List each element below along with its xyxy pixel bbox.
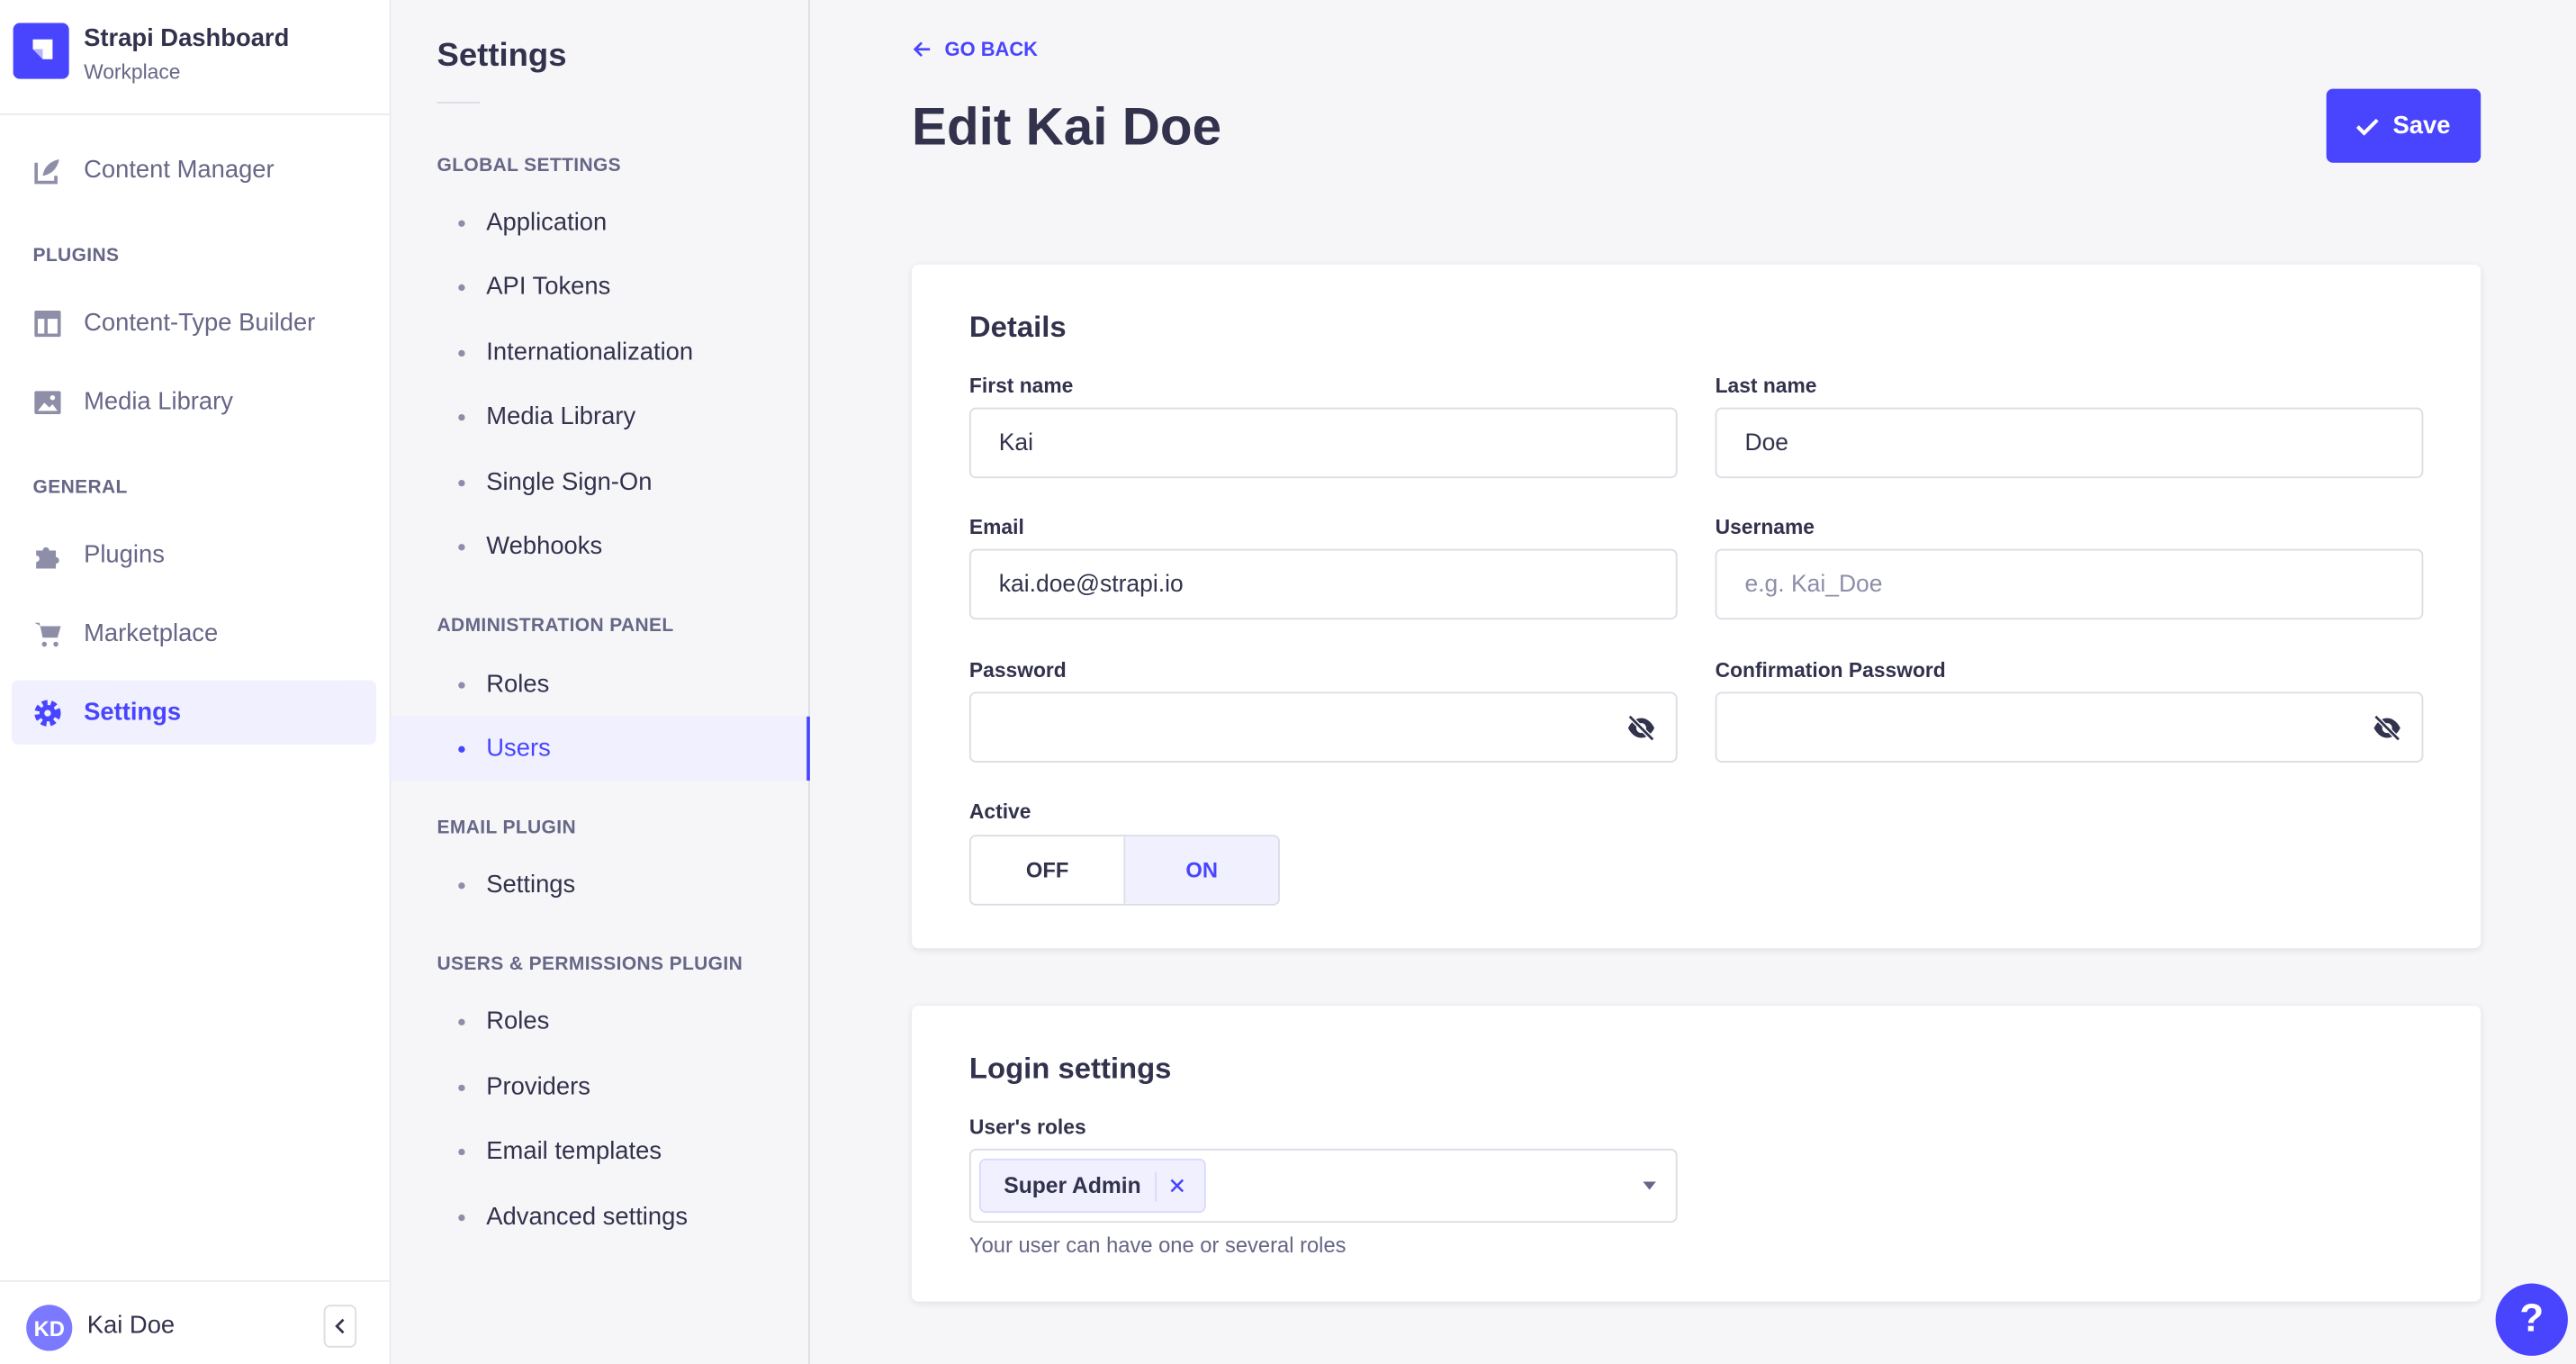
pen-icon bbox=[34, 158, 59, 184]
nav-settings[interactable]: Settings bbox=[11, 680, 376, 745]
nav-section-plugins: PLUGINS bbox=[32, 246, 120, 266]
settings-item-media-library[interactable]: Media Library bbox=[391, 384, 809, 448]
toggle-on[interactable]: ON bbox=[1125, 836, 1279, 904]
divider bbox=[437, 102, 480, 104]
divider bbox=[0, 113, 392, 115]
role-tag: Super Admin bbox=[978, 1158, 1205, 1214]
active-toggle[interactable]: OFF ON bbox=[968, 835, 1280, 906]
confirm-password-label: Confirmation Password bbox=[1715, 658, 1946, 682]
settings-item-up-roles[interactable]: Roles bbox=[391, 989, 809, 1053]
main-nav: Strapi Dashboard Workplace Content Manag… bbox=[0, 0, 392, 1364]
settings-item-providers[interactable]: Providers bbox=[391, 1055, 809, 1119]
roles-select[interactable]: Super Admin bbox=[968, 1148, 1678, 1224]
password-input[interactable] bbox=[968, 691, 1678, 763]
login-settings-title: Login settings bbox=[968, 1052, 1172, 1085]
nav-marketplace[interactable]: Marketplace bbox=[12, 601, 376, 665]
go-back-link[interactable]: GO BACK bbox=[912, 38, 1038, 61]
details-card: Details First name Kai Last name Doe Ema… bbox=[912, 264, 2481, 949]
nav-content-type-builder[interactable]: Content-Type Builder bbox=[12, 291, 376, 355]
username-label: Username bbox=[1715, 516, 1815, 539]
settings-item-webhooks[interactable]: Webhooks bbox=[391, 514, 809, 578]
layout-icon bbox=[34, 310, 61, 337]
toggle-off[interactable]: OFF bbox=[971, 836, 1126, 904]
user-name: Kai Doe bbox=[86, 1311, 176, 1340]
last-name-input[interactable]: Doe bbox=[1715, 407, 2424, 479]
last-name-label: Last name bbox=[1715, 375, 1817, 398]
app-subtitle: Workplace bbox=[84, 60, 181, 85]
divider bbox=[0, 1279, 392, 1282]
nav-section-general: GENERAL bbox=[32, 478, 128, 499]
settings-item-api-tokens[interactable]: API Tokens bbox=[391, 255, 809, 319]
password-label: Password bbox=[968, 658, 1067, 682]
login-settings-card: Login settings User's roles Super Admin … bbox=[912, 1006, 2481, 1302]
page-title: Edit Kai Doe bbox=[912, 96, 1222, 157]
collapse-nav-button[interactable] bbox=[323, 1305, 357, 1348]
confirm-password-input[interactable] bbox=[1715, 691, 2424, 763]
settings-item-admin-roles[interactable]: Roles bbox=[391, 653, 809, 717]
settings-item-email-settings[interactable]: Settings bbox=[391, 853, 809, 917]
roles-hint: Your user can have one or several roles bbox=[968, 1232, 1347, 1258]
settings-item-sso[interactable]: Single Sign-On bbox=[391, 450, 809, 514]
eye-off-icon[interactable] bbox=[1626, 713, 1656, 743]
settings-item-email-templates[interactable]: Email templates bbox=[391, 1119, 809, 1183]
gear-icon bbox=[34, 699, 61, 726]
arrow-left-icon bbox=[913, 41, 931, 58]
puzzle-icon bbox=[36, 546, 59, 568]
section-admin-panel: ADMINISTRATION PANEL bbox=[437, 616, 674, 637]
caret-down-icon[interactable] bbox=[1643, 1181, 1656, 1191]
image-icon bbox=[34, 390, 61, 414]
settings-item-users[interactable]: Users bbox=[391, 716, 810, 781]
username-input[interactable]: e.g. Kai_Doe bbox=[1715, 548, 2424, 620]
avatar[interactable]: KD bbox=[26, 1305, 73, 1351]
settings-title: Settings bbox=[437, 37, 567, 75]
section-users-permissions: USERS & PERMISSIONS PLUGIN bbox=[437, 954, 743, 975]
strapi-logo bbox=[13, 23, 69, 79]
first-name-input[interactable]: Kai bbox=[968, 407, 1678, 479]
settings-item-application[interactable]: Application bbox=[391, 191, 809, 255]
details-title: Details bbox=[968, 310, 1067, 344]
settings-item-internationalization[interactable]: Internationalization bbox=[391, 321, 809, 384]
settings-item-advanced-settings[interactable]: Advanced settings bbox=[391, 1185, 809, 1249]
nav-content-manager[interactable]: Content Manager bbox=[12, 138, 376, 202]
roles-label: User's roles bbox=[968, 1116, 1086, 1139]
nav-plugins[interactable]: Plugins bbox=[12, 522, 376, 586]
email-input[interactable]: kai.doe@strapi.io bbox=[968, 548, 1678, 620]
cart-icon bbox=[34, 621, 61, 646]
section-email-plugin: EMAIL PLUGIN bbox=[437, 817, 576, 838]
section-global-settings: GLOBAL SETTINGS bbox=[437, 156, 622, 176]
settings-nav: Settings GLOBAL SETTINGS Application API… bbox=[391, 0, 810, 1364]
eye-off-icon[interactable] bbox=[2373, 713, 2402, 743]
help-button[interactable]: ? bbox=[2495, 1283, 2568, 1356]
chevron-left-icon bbox=[335, 1318, 345, 1334]
active-label: Active bbox=[968, 799, 1031, 824]
first-name-label: First name bbox=[968, 375, 1074, 398]
check-icon bbox=[2356, 117, 2380, 135]
close-icon[interactable] bbox=[1169, 1179, 1184, 1193]
email-label: Email bbox=[968, 516, 1024, 539]
save-button[interactable]: Save bbox=[2326, 88, 2481, 163]
nav-media-library[interactable]: Media Library bbox=[12, 370, 376, 434]
app-title: Strapi Dashboard bbox=[84, 24, 290, 53]
